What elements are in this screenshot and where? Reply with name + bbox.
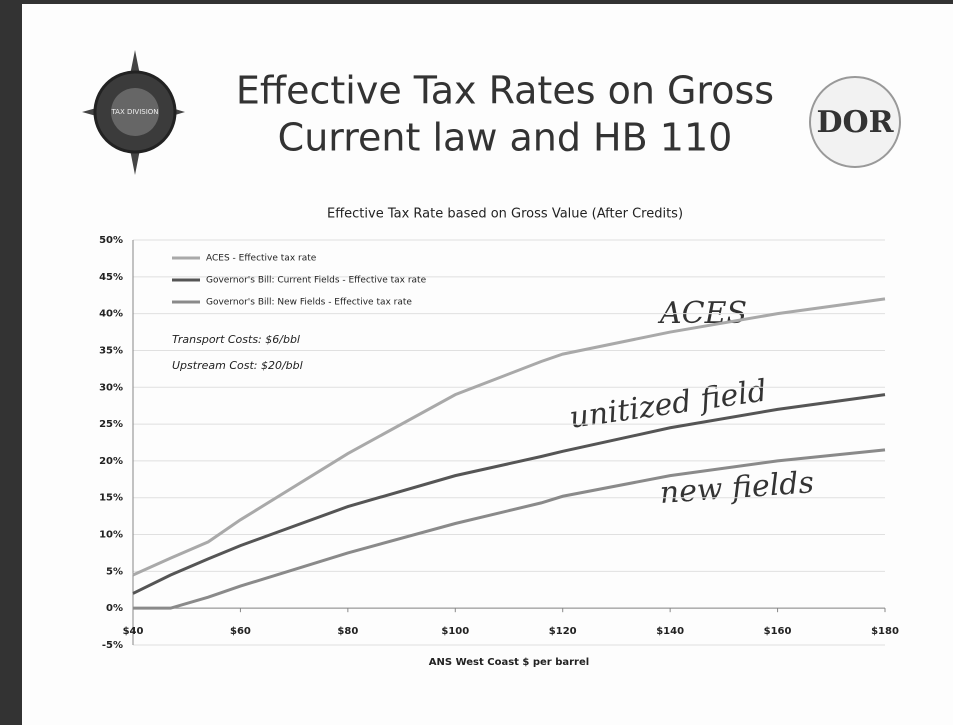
right-logo: DOR [809, 76, 901, 168]
x-tick-label: $180 [871, 626, 899, 637]
x-tick-label: $40 [123, 626, 144, 637]
y-tick-label: 30% [99, 382, 123, 393]
logo-text: TAX DIVISION [110, 108, 158, 116]
y-tick-label: 20% [99, 456, 123, 467]
legend-label: Governor's Bill: Current Fields - Effect… [206, 276, 427, 286]
y-tick-label: 10% [99, 530, 123, 541]
x-tick-label: $100 [441, 626, 469, 637]
x-tick-label: $140 [656, 626, 684, 637]
chart-title: Effective Tax Rate based on Gross Value … [327, 207, 683, 222]
x-axis-label: ANS West Coast $ per barrel [429, 657, 589, 668]
legend-label: Governor's Bill: New Fields - Effective … [206, 298, 412, 308]
slide-title: Current law and HB 110 [278, 116, 733, 160]
x-tick-label: $160 [764, 626, 792, 637]
y-tick-label: 0% [106, 603, 123, 614]
y-tick-label: 25% [99, 419, 123, 430]
y-tick-label: -5% [102, 640, 123, 651]
x-tick-label: $60 [230, 626, 251, 637]
y-tick-label: 50% [99, 235, 123, 246]
x-tick-label: $120 [549, 626, 577, 637]
y-tick-label: 5% [106, 566, 123, 577]
series-line [132, 393, 886, 595]
x-tick-label: $80 [337, 626, 358, 637]
y-tick-label: 40% [99, 309, 123, 320]
left-bar [0, 0, 22, 725]
y-tick-label: 45% [99, 272, 123, 283]
left-logo: TAX DIVISION [82, 50, 185, 175]
series-line [132, 297, 886, 577]
series-line [133, 448, 886, 610]
annotation: Transport Costs: $6/bbl [172, 333, 300, 346]
top-bar [0, 0, 953, 4]
legend-label: ACES - Effective tax rate [206, 254, 317, 264]
slide-title: Effective Tax Rates on Gross [236, 69, 774, 113]
y-tick-label: 15% [99, 493, 123, 504]
annotation: Upstream Cost: $20/bbl [172, 359, 303, 372]
logo-text: DOR [816, 105, 894, 140]
y-tick-label: 35% [99, 345, 123, 356]
